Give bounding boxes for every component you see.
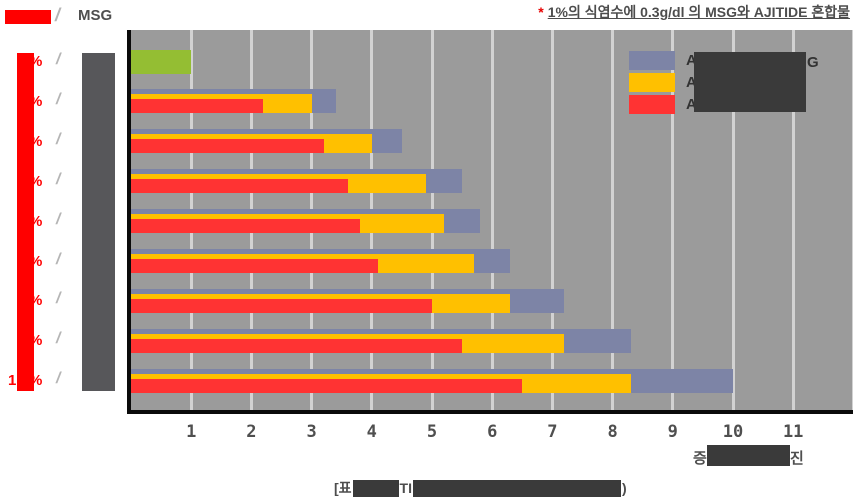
x-axis-title-end-fragment: 진 [790, 450, 804, 467]
left-header-msg-label: MSG [78, 7, 113, 24]
bar-red [131, 219, 360, 234]
gridline [671, 30, 675, 410]
redaction-box-caption-1 [352, 479, 399, 497]
redaction-box-left-values-column [82, 53, 115, 391]
gridline [550, 30, 554, 410]
row-label-separator: / [56, 51, 61, 68]
row-label-percent: % [29, 92, 43, 110]
row-label-percent: % [29, 252, 43, 270]
legend-swatch [629, 73, 675, 92]
gridline [611, 30, 615, 410]
gridline [791, 30, 795, 410]
redaction-box-left-percent-column [17, 53, 34, 391]
caption-fragment-open: [표 [334, 480, 352, 496]
row-label-separator: / [56, 290, 61, 308]
bar-red [131, 259, 378, 273]
row-label-separator: / [56, 330, 61, 348]
row-label-separator: / [56, 250, 61, 268]
x-tick-label: 6 [487, 422, 498, 442]
x-axis-title-start-fragment: 증 [693, 450, 707, 467]
row-label-separator: / [56, 170, 61, 188]
footnote-asterisk: * [538, 4, 544, 20]
legend-swatch [629, 51, 675, 70]
gridline [851, 30, 853, 410]
bar-red [131, 378, 523, 393]
gridline [731, 30, 735, 410]
row-label-prefix: 1 [8, 372, 17, 390]
caption-fragment-mid: TI [399, 480, 412, 496]
legend-label-start-fragment: A [686, 52, 697, 69]
x-tick-label: 9 [667, 422, 678, 442]
x-tick-label: 4 [366, 422, 377, 442]
footnote: * 1%의 식염수에 0.3g/dl 의 MSG와 AJITIDE 혼합물 [538, 2, 850, 22]
legend-row: A [629, 73, 697, 92]
row-label-percent: % [29, 372, 43, 390]
bar-red [131, 139, 324, 154]
x-tick-label: 10 [722, 422, 744, 442]
bar-red [131, 99, 264, 114]
redaction-box-legend [694, 52, 806, 112]
row-label-percent: % [29, 332, 43, 350]
bar-green [131, 49, 192, 74]
row-label-percent: % [29, 132, 43, 150]
left-header-separator: / [55, 5, 61, 25]
bar-red [131, 338, 463, 353]
legend-row: A [629, 95, 697, 114]
redaction-box-caption-2 [413, 479, 621, 497]
caption-fragment-close: ) [622, 480, 627, 496]
legend-label-start-fragment: A [686, 96, 697, 113]
row-label-separator: / [56, 210, 61, 228]
bar-red [131, 179, 348, 194]
x-tick-label: 8 [607, 422, 618, 442]
row-label-percent: % [29, 172, 43, 190]
row-label-percent: % [29, 292, 43, 310]
x-tick-label: 5 [426, 422, 438, 442]
x-tick-label: 11 [782, 422, 804, 442]
x-tick-label: 1 [186, 422, 197, 442]
x-axis-line [127, 410, 853, 414]
row-label-separator: / [56, 370, 61, 388]
legend-swatch [629, 95, 675, 114]
redaction-box-left-header [5, 10, 51, 24]
row-label-percent: % [29, 212, 43, 230]
caption: [표 TI ) [334, 478, 627, 498]
row-label-percent: % [29, 53, 43, 70]
row-label-separator: / [56, 90, 61, 108]
footnote-text: 1%의 식염수에 0.3g/dl 의 MSG와 AJITIDE 혼합물 [547, 4, 850, 20]
x-tick-label: 3 [306, 422, 317, 442]
legend-entry-1-end-fragment: G [807, 54, 819, 71]
gridline [490, 30, 494, 410]
redaction-box-x-axis-title [707, 445, 790, 466]
x-tick-label: 2 [246, 422, 257, 442]
legend-row: A [629, 51, 697, 70]
bar-red [131, 298, 432, 313]
x-tick-label: 7 [547, 422, 558, 442]
legend-label-start-fragment: A [686, 74, 697, 91]
y-axis-line [127, 30, 131, 414]
row-label-separator: / [56, 130, 61, 148]
